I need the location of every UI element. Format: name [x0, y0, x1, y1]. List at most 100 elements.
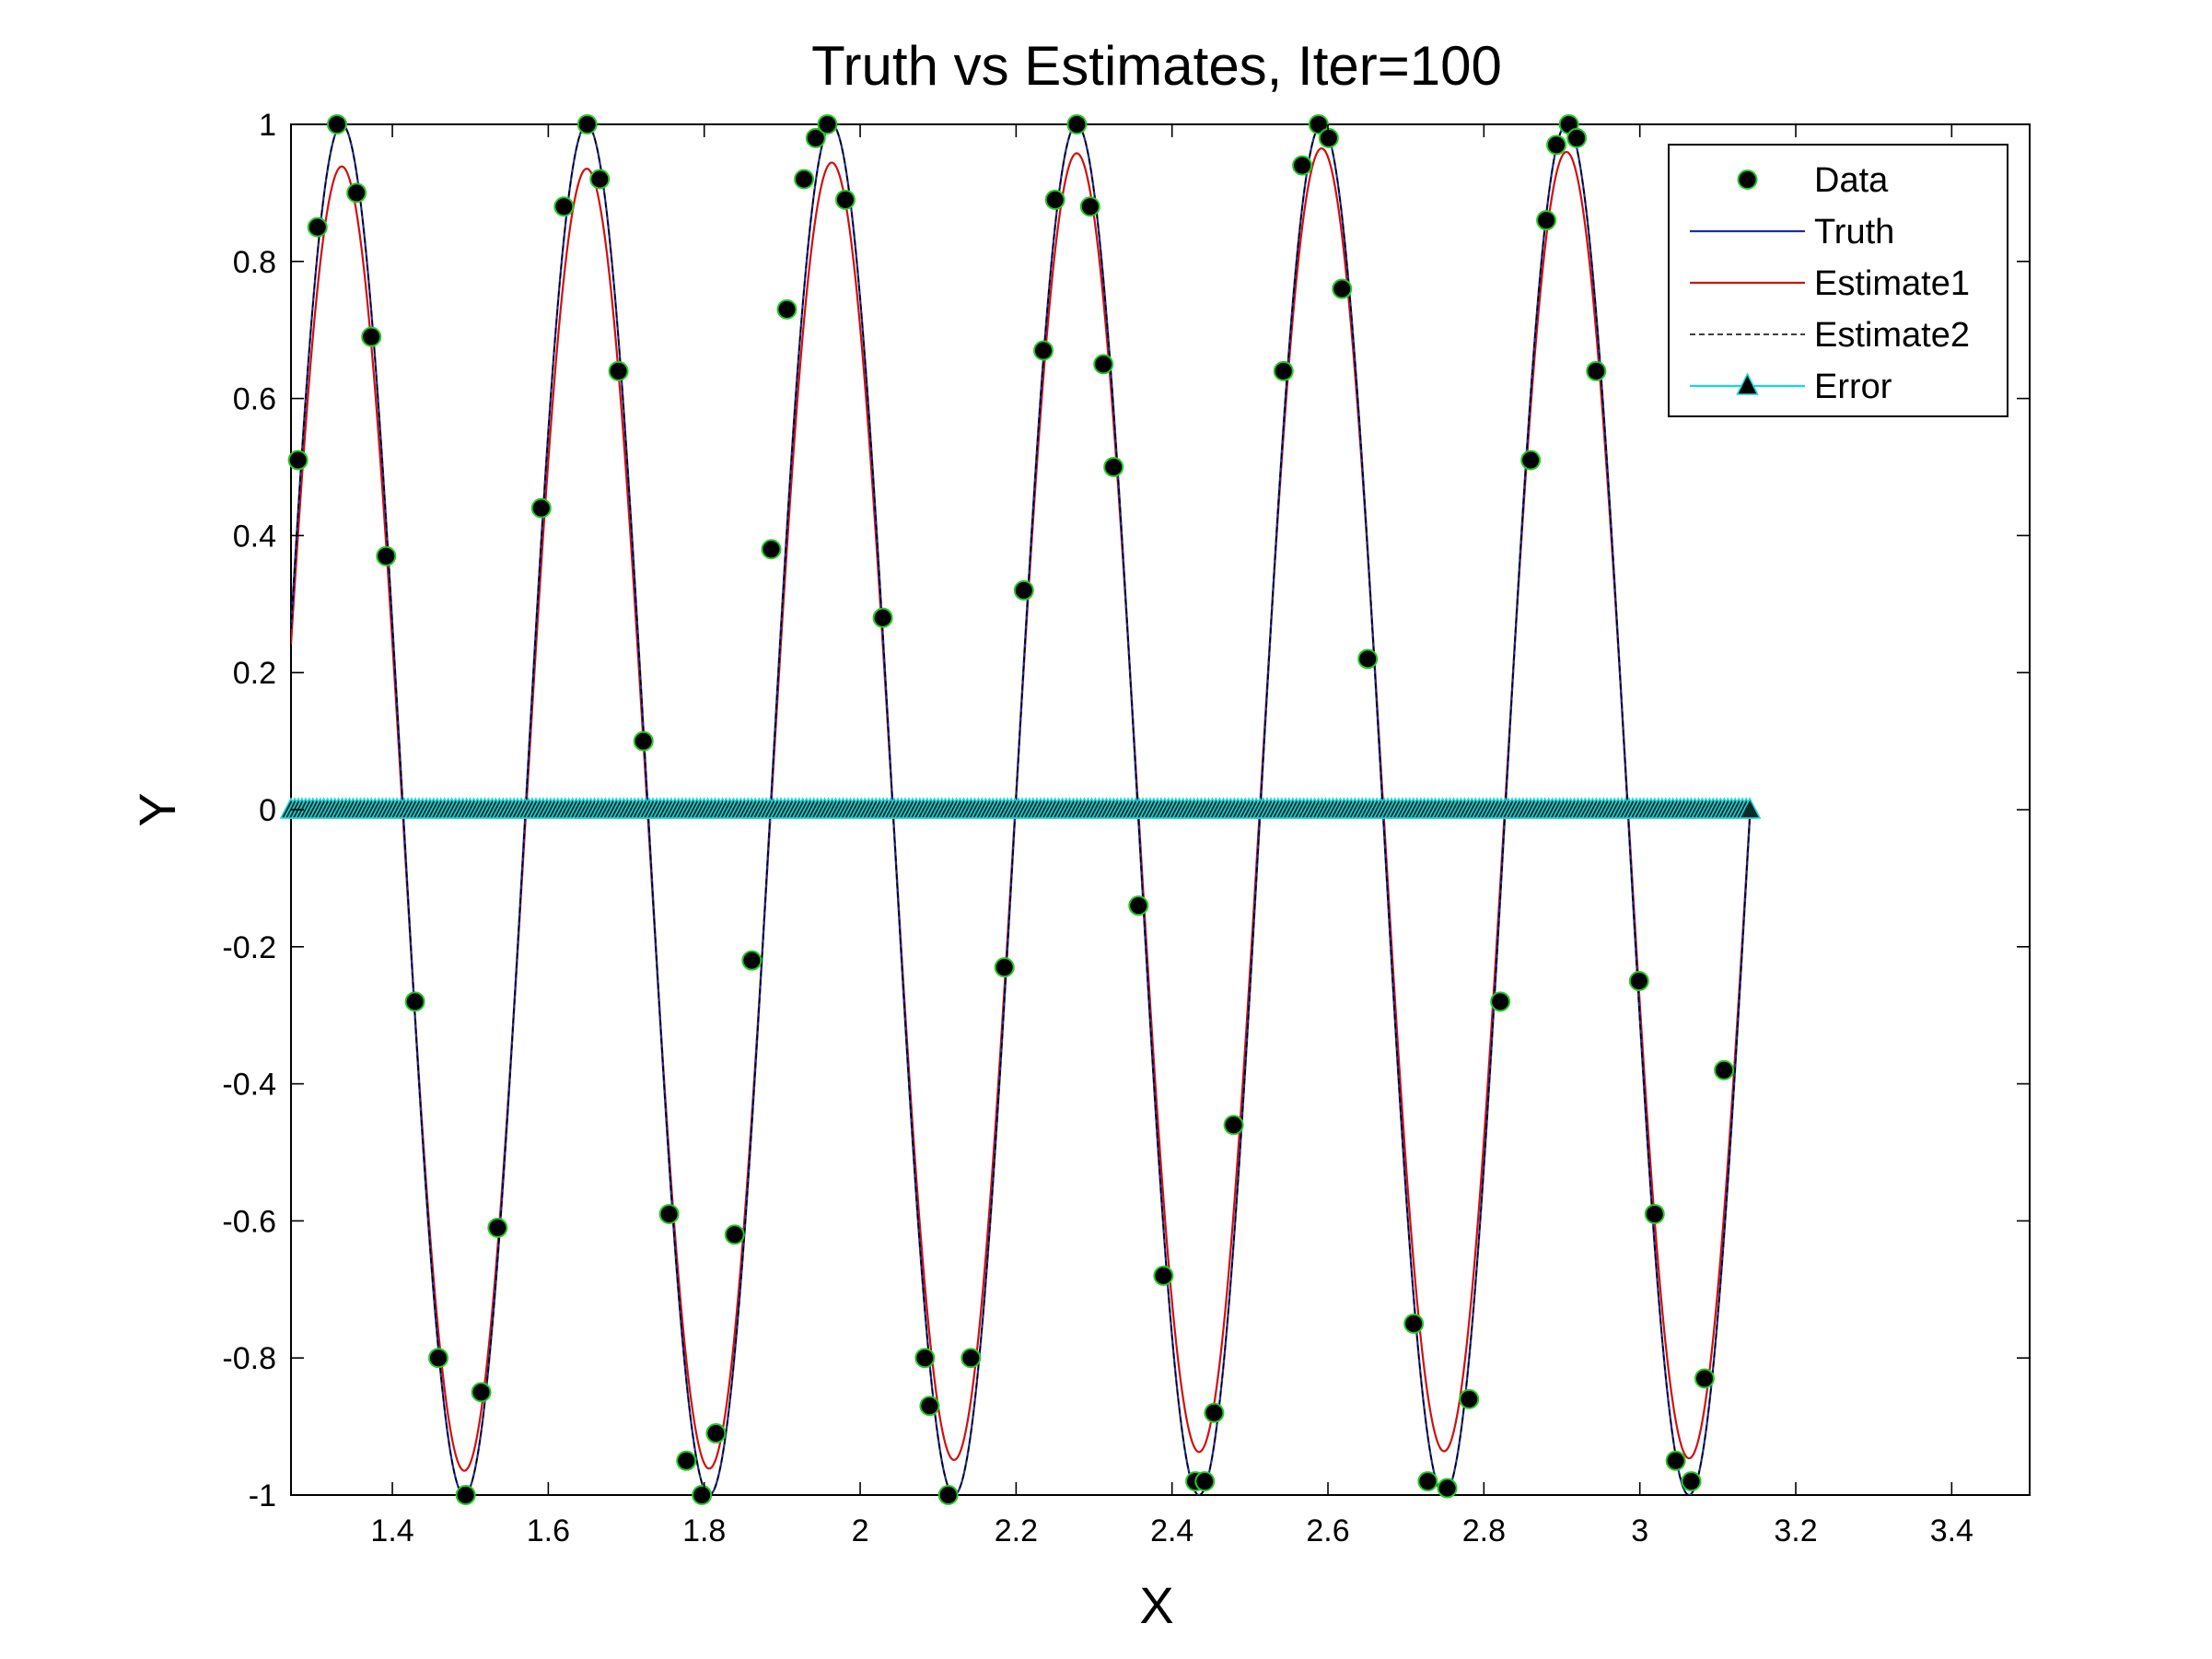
- data-point: [658, 1203, 680, 1224]
- y-tick-label: -0.8: [222, 1341, 276, 1376]
- data-point: [361, 326, 382, 347]
- data-point: [428, 1348, 449, 1369]
- legend-label: Truth: [1814, 213, 1894, 251]
- y-tick-label: -0.2: [222, 930, 276, 965]
- data-point: [761, 539, 782, 560]
- data-point: [1586, 360, 1607, 381]
- data-point: [326, 114, 347, 134]
- data-point: [805, 127, 826, 148]
- data-point: [1194, 1471, 1216, 1492]
- data-point: [487, 1217, 508, 1238]
- data-point: [346, 182, 367, 204]
- data-point: [576, 114, 598, 134]
- data-point: [914, 1348, 936, 1369]
- data-point: [1417, 1471, 1438, 1492]
- data-point: [705, 1423, 727, 1444]
- error-marker: [1738, 797, 1762, 819]
- data-point: [1403, 1314, 1425, 1334]
- data-point: [937, 1485, 959, 1505]
- data-point: [794, 169, 815, 190]
- data-point: [776, 298, 797, 320]
- data-point: [1546, 134, 1567, 156]
- data-point: [1013, 579, 1034, 601]
- data-point: [1093, 354, 1114, 375]
- data-point: [1318, 127, 1339, 148]
- x-tick-label: 3: [1631, 1513, 1648, 1548]
- y-tick-label: 0: [259, 793, 276, 828]
- data-point: [1223, 1115, 1244, 1136]
- data-point: [1204, 1402, 1225, 1423]
- data-point: [1490, 991, 1511, 1012]
- data-point: [633, 730, 654, 752]
- data-point: [287, 450, 309, 471]
- data-point: [1273, 360, 1294, 381]
- x-tick-label: 3.4: [1930, 1513, 1973, 1548]
- data-point: [471, 1382, 492, 1403]
- data-point: [307, 216, 328, 238]
- data-point: [1044, 189, 1065, 210]
- x-tick-label: 1.4: [370, 1513, 413, 1548]
- y-tick-label: 0.8: [233, 245, 276, 280]
- data-point: [553, 196, 575, 217]
- y-tick-label: 0.6: [233, 382, 276, 417]
- ticks-layer: 1.4 1.6 1.8 2 2.2 2.4 2.6 2.8 3 3.2 3.4 1 0.8 0.6 0.4 0…: [222, 108, 2030, 1548]
- data-point: [1437, 1478, 1458, 1499]
- data-point: [676, 1450, 697, 1471]
- data-point: [834, 189, 856, 210]
- data-point: [455, 1485, 476, 1505]
- data-point: [1520, 450, 1542, 471]
- legend-swatch-error-marker: [1736, 372, 1759, 395]
- data-point: [1292, 155, 1313, 176]
- x-tick-label: 2.6: [1306, 1513, 1349, 1548]
- data-point: [872, 607, 893, 628]
- data-point: [376, 545, 397, 567]
- data-point: [1714, 1059, 1735, 1081]
- chart-title: Truth vs Estimates, Iter=100: [811, 35, 1502, 97]
- x-tick-label: 2.2: [995, 1513, 1038, 1548]
- data-point: [1628, 971, 1649, 991]
- legend-label: Estimate2: [1814, 316, 1970, 355]
- x-tick-label: 3.2: [1774, 1513, 1817, 1548]
- x-axis-title: X: [1139, 1576, 1173, 1634]
- data-point: [1681, 1471, 1702, 1492]
- legend-label: Error: [1814, 368, 1892, 406]
- data-point: [1566, 127, 1588, 148]
- data-point: [919, 1396, 940, 1417]
- data-point: [1694, 1368, 1715, 1389]
- data-point: [1459, 1388, 1480, 1409]
- data-point: [1033, 340, 1054, 361]
- y-axis-title: Y: [128, 792, 186, 826]
- data-point: [1066, 114, 1088, 134]
- data-point: [404, 991, 425, 1012]
- legend: Data Truth Estimate1 Estimate2 Error: [1668, 144, 2008, 417]
- data-point: [741, 950, 763, 971]
- y-tick-label: -1: [249, 1478, 276, 1513]
- data-point: [960, 1348, 982, 1369]
- legend-label: Estimate1: [1814, 264, 1970, 303]
- legend-label: Data: [1814, 161, 1889, 200]
- data-point: [530, 497, 552, 519]
- data-point: [1079, 196, 1100, 217]
- data-point: [1332, 278, 1353, 299]
- data-point: [692, 1485, 713, 1505]
- data-point: [1357, 648, 1379, 670]
- data-point: [724, 1224, 745, 1245]
- y-tick-label: 0.4: [233, 519, 276, 554]
- y-tick-label: 1: [259, 108, 276, 143]
- data-point: [994, 957, 1015, 978]
- data-point: [1128, 895, 1149, 917]
- x-tick-label: 2.8: [1462, 1513, 1506, 1548]
- legend-box: [1668, 144, 2008, 417]
- y-tick-label: 0.2: [233, 656, 276, 691]
- data-point: [1644, 1203, 1665, 1224]
- data-point: [589, 169, 611, 190]
- x-tick-label: 2.4: [1150, 1513, 1193, 1548]
- x-tick-label: 2: [852, 1513, 869, 1548]
- y-tick-label: -0.4: [222, 1068, 276, 1103]
- data-point: [608, 360, 629, 381]
- series-layer: [279, 114, 1762, 1505]
- data-point: [1153, 1265, 1174, 1286]
- data-point: [1665, 1450, 1686, 1471]
- legend-entries: Data Truth Estimate1 Estimate2 Error: [1690, 161, 1970, 406]
